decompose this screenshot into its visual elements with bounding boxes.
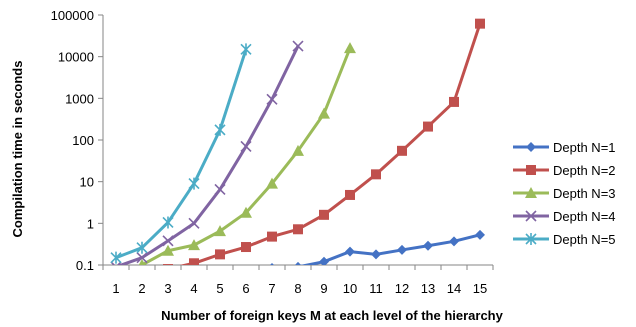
data-point xyxy=(189,258,199,265)
legend-label: Depth N=5 xyxy=(553,232,616,247)
x-tick-label: 10 xyxy=(343,281,357,296)
series-3 xyxy=(138,42,356,265)
data-point xyxy=(110,251,122,264)
data-point xyxy=(267,231,277,242)
series-2 xyxy=(163,18,485,265)
y-tick-label: 10000 xyxy=(58,50,94,65)
series-line xyxy=(141,47,352,265)
data-point xyxy=(525,187,537,198)
legend-item: Depth N=2 xyxy=(513,163,616,178)
x-tick-label: 5 xyxy=(216,281,223,296)
x-axis-title: Number of foreign keys M at each level o… xyxy=(161,308,503,323)
data-point xyxy=(215,249,225,260)
data-point xyxy=(525,233,537,245)
data-point xyxy=(188,217,200,229)
data-point xyxy=(423,240,433,251)
data-point xyxy=(266,93,278,105)
data-point xyxy=(110,261,122,265)
data-point xyxy=(136,252,148,264)
data-point xyxy=(526,142,536,152)
series-line xyxy=(116,45,300,265)
data-point xyxy=(345,246,355,257)
data-point xyxy=(475,229,485,240)
series-line xyxy=(115,48,248,260)
data-point xyxy=(162,235,174,247)
x-tick-label: 11 xyxy=(369,281,383,296)
y-tick-label: 0.1 xyxy=(76,258,94,273)
data-point xyxy=(162,244,174,256)
data-point xyxy=(266,177,278,189)
data-point xyxy=(269,262,275,265)
data-point xyxy=(293,224,303,235)
y-axis-title: Compilation time in seconds xyxy=(10,61,25,238)
series-layer xyxy=(110,18,485,265)
data-point xyxy=(138,259,146,265)
data-point xyxy=(294,261,302,265)
legend-label: Depth N=1 xyxy=(553,140,616,155)
x-tick-label: 14 xyxy=(447,281,461,296)
y-tick-label: 10 xyxy=(80,175,94,190)
y-tick-label: 100000 xyxy=(51,8,94,23)
legend-label: Depth N=3 xyxy=(553,186,616,201)
x-tick-label: 1 xyxy=(112,281,119,296)
x-tick-label: 8 xyxy=(294,281,301,296)
y-tick-label: 100 xyxy=(72,133,94,148)
data-point xyxy=(526,165,536,175)
data-point xyxy=(397,145,407,156)
data-point xyxy=(240,43,252,56)
x-tick-label: 12 xyxy=(395,281,409,296)
x-tick-label: 7 xyxy=(268,281,275,296)
y-tick-label: 1 xyxy=(87,216,94,231)
data-point xyxy=(163,264,173,265)
data-point xyxy=(344,42,356,54)
data-point xyxy=(214,123,226,136)
legend-label: Depth N=2 xyxy=(553,163,616,178)
x-tick-label: 13 xyxy=(421,281,435,296)
legend: Depth N=1 Depth N=2 Depth N=3 Depth N=4 Dept… xyxy=(513,140,616,247)
legend-label: Depth N=4 xyxy=(553,209,616,224)
data-point xyxy=(136,241,148,254)
data-point xyxy=(449,96,459,107)
data-point xyxy=(319,256,329,265)
data-point xyxy=(240,140,252,153)
data-point xyxy=(241,242,251,253)
data-point xyxy=(475,18,485,29)
data-point xyxy=(214,225,226,237)
legend-item: Depth N=5 xyxy=(513,232,616,247)
data-point xyxy=(214,183,226,196)
data-point xyxy=(240,206,252,218)
x-tick-label: 3 xyxy=(164,281,171,296)
data-point xyxy=(188,239,200,251)
data-point xyxy=(345,189,355,200)
data-point xyxy=(397,244,407,255)
data-point xyxy=(188,177,200,190)
x-tick-label: 6 xyxy=(242,281,249,296)
data-point xyxy=(318,107,330,119)
data-point xyxy=(371,169,381,180)
data-point xyxy=(292,144,304,156)
x-axis: 1 2 3 4 5 6 7 8 9 10 11 12 13 14 15 xyxy=(102,264,494,296)
data-point xyxy=(319,209,329,220)
series-4 xyxy=(110,40,304,265)
data-point xyxy=(525,210,537,222)
x-tick-label: 4 xyxy=(190,281,197,296)
data-point xyxy=(162,216,174,229)
x-tick-label: 9 xyxy=(320,281,327,296)
series-1 xyxy=(269,229,485,265)
series-5 xyxy=(110,43,252,264)
legend-item: Depth N=4 xyxy=(513,209,616,224)
data-point xyxy=(371,249,381,260)
legend-item: Depth N=1 xyxy=(513,140,616,155)
data-point xyxy=(292,40,304,52)
data-point xyxy=(449,236,459,247)
legend-item: Depth N=3 xyxy=(513,186,616,201)
data-point xyxy=(423,121,433,132)
x-tick-label: 2 xyxy=(138,281,145,296)
x-tick-label: 15 xyxy=(473,281,487,296)
y-axis: 0.1 1 10 100 1000 10000 100000 xyxy=(51,8,104,273)
y-tick-label: 1000 xyxy=(65,91,94,106)
